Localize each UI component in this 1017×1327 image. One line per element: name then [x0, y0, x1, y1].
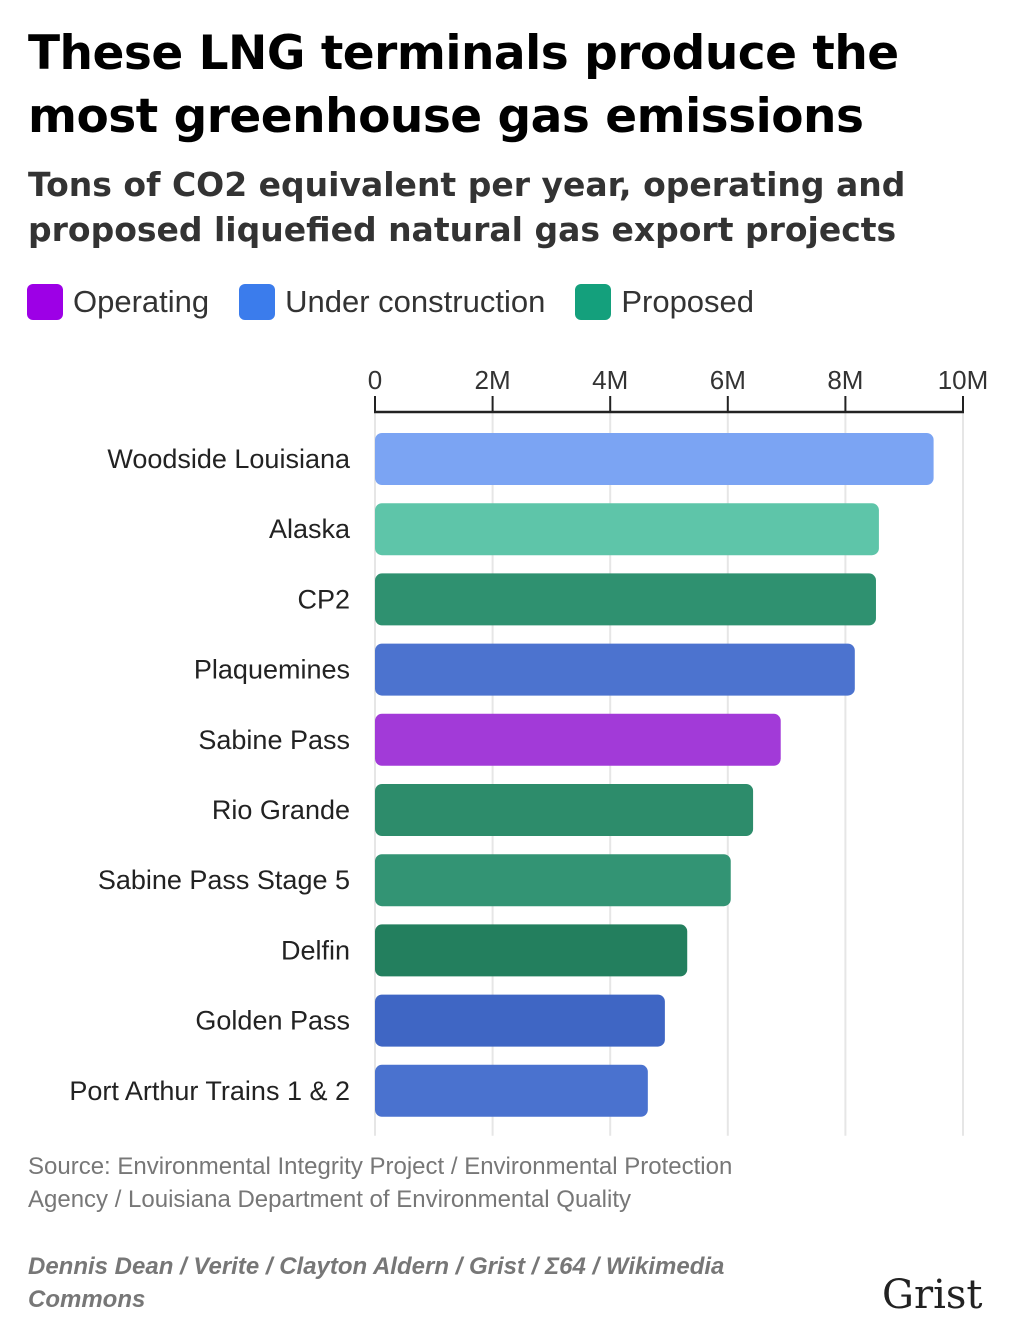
bar — [375, 994, 665, 1047]
legend-item-under-construction: Under construction — [239, 284, 545, 320]
category-label: Port Arthur Trains 1 & 2 — [69, 1076, 350, 1106]
bar — [375, 924, 688, 977]
bar — [375, 503, 879, 556]
legend-label: Proposed — [621, 284, 755, 319]
category-label: CP2 — [297, 584, 350, 614]
x-tick-label: 8M — [827, 365, 863, 395]
chart-subtitle: Tons of CO2 equivalent per year, operati… — [28, 165, 906, 249]
chart-title: These LNG terminals produce the most gre… — [28, 26, 899, 144]
bar — [375, 433, 934, 485]
legend: Operating Under construction Proposed — [27, 284, 754, 320]
bar — [375, 1064, 648, 1117]
category-label: Sabine Pass Stage 5 — [98, 865, 350, 895]
category-label: Woodside Louisiana — [107, 444, 351, 474]
category-label: Delfin — [281, 935, 350, 965]
legend-label: Under construction — [285, 284, 546, 319]
legend-item-proposed: Proposed — [575, 284, 754, 320]
category-label: Rio Grande — [212, 795, 350, 825]
bar — [375, 643, 855, 696]
category-label: Golden Pass — [195, 1006, 350, 1036]
source-note: Source: Environmental Integrity Project … — [28, 1153, 733, 1213]
credit-line: Dennis Dean / Verite / Clayton Aldern / … — [28, 1253, 725, 1313]
category-label: Sabine Pass — [198, 725, 350, 755]
legend-label: Operating — [73, 284, 210, 319]
bar — [375, 573, 876, 626]
x-tick-label: 0 — [368, 365, 382, 395]
x-tick-label: 2M — [475, 365, 511, 395]
bar — [375, 784, 754, 836]
grist-logo: Grist — [882, 1272, 983, 1318]
legend-swatch — [27, 284, 63, 320]
category-label: Alaska — [269, 514, 351, 544]
legend-swatch — [239, 284, 276, 320]
bar-chart: 0 2M 4M 6M 8M 10M Woodside Louisiana Alaska CP2 P… — [69, 365, 989, 1136]
x-tick-label: 6M — [710, 365, 746, 395]
bar — [375, 713, 781, 766]
bar — [375, 854, 731, 907]
legend-swatch — [575, 284, 612, 320]
x-tick-label: 4M — [592, 365, 628, 395]
legend-item-operating: Operating — [27, 284, 209, 320]
x-tick-label: 10M — [938, 365, 989, 395]
category-label: Plaquemines — [194, 655, 350, 685]
